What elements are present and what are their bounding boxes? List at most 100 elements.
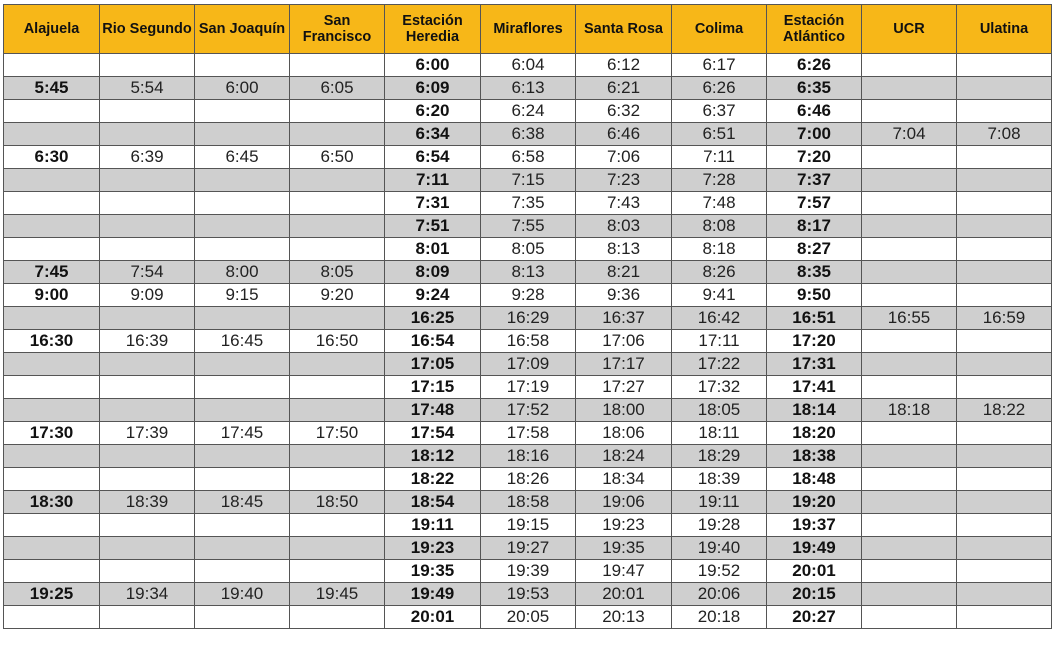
schedule-cell [956, 421, 1052, 445]
schedule-cell [861, 53, 957, 77]
schedule-cell: 8:01 [384, 237, 481, 261]
table-row: 8:01 8:05 8:13 8:18 8:27 [3, 237, 1052, 261]
schedule-cell: 18:22 [384, 467, 481, 491]
schedule-cell [194, 99, 290, 123]
schedule-cell: 18:12 [384, 444, 481, 468]
schedule-cell [3, 398, 100, 422]
schedule-cell: 7:31 [384, 191, 481, 215]
schedule-cell [194, 559, 290, 583]
schedule-cell: 16:58 [480, 329, 576, 353]
schedule-cell [861, 145, 957, 169]
schedule-cell: 18:30 [3, 490, 100, 514]
schedule-cell: 20:18 [671, 605, 767, 629]
table-row: 16:25 16:29 16:37 16:42 16:51 16:55 16:59 [3, 306, 1052, 330]
schedule-cell: 19:49 [384, 582, 481, 606]
schedule-cell [194, 53, 290, 77]
schedule-cell: 5:45 [3, 76, 100, 100]
schedule-cell [194, 444, 290, 468]
schedule-cell: 18:16 [480, 444, 576, 468]
schedule-cell: 17:11 [671, 329, 767, 353]
schedule-cell [861, 168, 957, 192]
schedule-cell [956, 444, 1052, 468]
schedule-cell: 20:01 [766, 559, 862, 583]
schedule-cell: 16:55 [861, 306, 957, 330]
schedule-cell [194, 467, 290, 491]
schedule-cell [3, 444, 100, 468]
schedule-cell: 6:37 [671, 99, 767, 123]
schedule-cell: 6:50 [289, 145, 385, 169]
schedule-cell: 6:45 [194, 145, 290, 169]
schedule-cell: 7:37 [766, 168, 862, 192]
schedule-cell: 7:15 [480, 168, 576, 192]
schedule-cell: 20:01 [575, 582, 672, 606]
schedule-cell: 6:00 [384, 53, 481, 77]
schedule-cell [194, 122, 290, 146]
schedule-cell [289, 122, 385, 146]
schedule-cell: 7:04 [861, 122, 957, 146]
schedule-cell: 17:41 [766, 375, 862, 399]
schedule-cell: 18:45 [194, 490, 290, 514]
schedule-cell: 7:23 [575, 168, 672, 192]
schedule-cell: 6:13 [480, 76, 576, 100]
schedule-cell: 19:28 [671, 513, 767, 537]
schedule-cell: 6:46 [766, 99, 862, 123]
schedule-cell [99, 536, 195, 560]
schedule-cell: 6:38 [480, 122, 576, 146]
table-row: 6:00 6:04 6:12 6:17 6:26 [3, 53, 1052, 77]
schedule-cell: 7:35 [480, 191, 576, 215]
schedule-cell [956, 237, 1052, 261]
schedule-cell: 16:39 [99, 329, 195, 353]
table-row: 18:12 18:16 18:24 18:29 18:38 [3, 444, 1052, 468]
schedule-cell: 6:21 [575, 76, 672, 100]
schedule-cell [3, 513, 100, 537]
schedule-cell: 17:30 [3, 421, 100, 445]
schedule-cell [861, 490, 957, 514]
schedule-cell: 7:08 [956, 122, 1052, 146]
table-row: 5:45 5:54 6:00 6:05 6:09 6:13 6:21 6:26 6:35 [3, 76, 1052, 100]
schedule-cell [99, 214, 195, 238]
schedule-cell [289, 237, 385, 261]
schedule-cell: 18:18 [861, 398, 957, 422]
schedule-cell: 18:26 [480, 467, 576, 491]
schedule-cell: 6:24 [480, 99, 576, 123]
schedule-cell: 19:47 [575, 559, 672, 583]
schedule-cell: 7:45 [3, 260, 100, 284]
schedule-cell [861, 191, 957, 215]
schedule-cell [861, 99, 957, 123]
schedule-cell: 6:26 [766, 53, 862, 77]
schedule-cell: 18:20 [766, 421, 862, 445]
schedule-cell: 6:34 [384, 122, 481, 146]
schedule-cell: 17:17 [575, 352, 672, 376]
schedule-cell: 8:13 [480, 260, 576, 284]
schedule-cell [956, 375, 1052, 399]
schedule-cell [861, 605, 957, 629]
schedule-cell: 19:40 [671, 536, 767, 560]
schedule-body: 6:00 6:04 6:12 6:17 6:26 5:45 5:54 6:00 6:05 6:09… [3, 53, 1052, 629]
table-row: 20:01 20:05 20:13 20:18 20:27 [3, 605, 1052, 629]
table-row: 6:30 6:39 6:45 6:50 6:54 6:58 7:06 7:11 7:20 [3, 145, 1052, 169]
schedule-cell: 17:58 [480, 421, 576, 445]
table-row: 6:20 6:24 6:32 6:37 6:46 [3, 99, 1052, 123]
schedule-cell: 17:06 [575, 329, 672, 353]
schedule-cell [99, 444, 195, 468]
schedule-cell: 20:15 [766, 582, 862, 606]
schedule-cell [956, 536, 1052, 560]
schedule-cell [861, 237, 957, 261]
schedule-cell: 6:05 [289, 76, 385, 100]
schedule-cell [289, 467, 385, 491]
schedule-cell [3, 168, 100, 192]
schedule-cell: 5:54 [99, 76, 195, 100]
schedule-cell: 19:45 [289, 582, 385, 606]
schedule-cell: 20:27 [766, 605, 862, 629]
schedule-cell: 8:21 [575, 260, 672, 284]
schedule-cell [956, 329, 1052, 353]
schedule-cell [289, 99, 385, 123]
schedule-cell: 6:04 [480, 53, 576, 77]
schedule-cell [289, 352, 385, 376]
schedule-cell: 18:34 [575, 467, 672, 491]
schedule-cell: 7:55 [480, 214, 576, 238]
table-row: 7:31 7:35 7:43 7:48 7:57 [3, 191, 1052, 215]
schedule-cell [289, 398, 385, 422]
schedule-cell [289, 513, 385, 537]
schedule-cell: 18:39 [671, 467, 767, 491]
